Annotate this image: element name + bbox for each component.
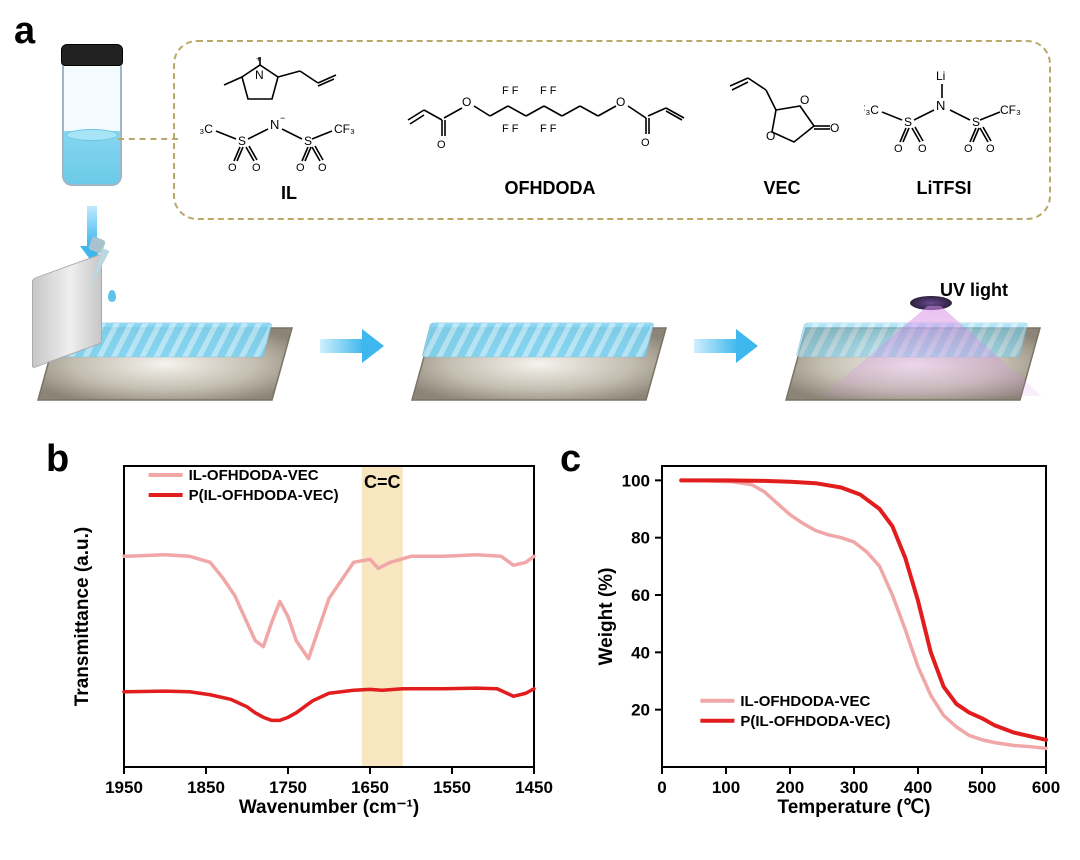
molecule-IL-structure-icon: + N N− S S OO xyxy=(200,57,378,177)
tga-chart-svg: 0 100 200 300 400 500 600 20 40 60 80 100 Temperatur… xyxy=(590,454,1060,819)
vial-cap xyxy=(61,44,123,66)
svg-text:S: S xyxy=(972,115,980,129)
droplet-icon xyxy=(108,290,116,302)
svg-text:O: O xyxy=(918,143,927,155)
callout-connector xyxy=(118,138,178,140)
svg-text:Wavenumber (cm⁻¹): Wavenumber (cm⁻¹) xyxy=(239,797,419,818)
molecule-VEC-label: VEC xyxy=(763,178,800,199)
svg-text:20: 20 xyxy=(631,701,650,720)
panel-a-schematic: + N N− S S OO xyxy=(18,18,1062,428)
svg-text:C=C: C=C xyxy=(364,472,401,492)
svg-text:O: O xyxy=(318,162,327,174)
svg-text:Temperature (℃): Temperature (℃) xyxy=(778,797,931,818)
svg-text:F F: F F xyxy=(540,85,557,97)
molecule-IL-label: IL xyxy=(281,183,297,204)
svg-text:S: S xyxy=(304,134,312,148)
svg-text:0: 0 xyxy=(657,778,666,797)
svg-text:F₃C: F₃C xyxy=(864,103,879,117)
uv-light-label: UV light xyxy=(940,280,1008,301)
svg-text:O: O xyxy=(252,162,261,174)
molecule-LiTFSI-label: LiTFSI xyxy=(917,178,972,199)
svg-text:40: 40 xyxy=(631,643,650,662)
svg-text:O: O xyxy=(766,129,775,143)
molecule-VEC: O O O VEC xyxy=(722,62,842,199)
svg-text:500: 500 xyxy=(968,778,996,797)
molecule-OFHDODA: O O F F F F xyxy=(400,62,700,199)
svg-text:300: 300 xyxy=(840,778,868,797)
molecule-OFHDODA-label: OFHDODA xyxy=(505,178,596,199)
svg-text:O: O xyxy=(296,162,305,174)
svg-text:1850: 1850 xyxy=(187,778,225,797)
process-step-uv-cure: UV light xyxy=(778,284,1058,408)
molecule-LiTFSI: Li N S S O O O O F₃C CF₃ xyxy=(864,62,1024,199)
svg-text:1450: 1450 xyxy=(515,778,553,797)
svg-text:O: O xyxy=(894,143,903,155)
svg-text:S: S xyxy=(904,115,912,129)
svg-text:1550: 1550 xyxy=(433,778,471,797)
coating-film-icon xyxy=(422,323,655,358)
panel-label-a: a xyxy=(14,10,35,53)
svg-text:80: 80 xyxy=(631,529,650,548)
svg-text:O: O xyxy=(830,121,839,135)
process-row: UV light xyxy=(30,266,1058,426)
svg-text:Weight (%): Weight (%) xyxy=(596,568,617,666)
svg-text:O: O xyxy=(641,137,650,149)
svg-text:100: 100 xyxy=(712,778,740,797)
ftir-chart-svg: C=C195018501750165015501450Wavenumber (c… xyxy=(66,454,546,819)
molecule-LiTFSI-structure-icon: Li N S S O O O O F₃C CF₃ xyxy=(864,62,1024,172)
svg-text:IL-OFHDODA-VEC: IL-OFHDODA-VEC xyxy=(189,467,319,484)
coating-film-icon xyxy=(796,323,1029,358)
vial-illustration xyxy=(56,44,128,192)
vial-meniscus xyxy=(66,129,118,141)
svg-text:F F: F F xyxy=(540,123,557,135)
svg-text:100: 100 xyxy=(622,471,650,490)
svg-text:IL-OFHDODA-VEC: IL-OFHDODA-VEC xyxy=(740,693,870,710)
svg-text:CF₃: CF₃ xyxy=(334,122,355,136)
molecule-callout-box: + N N− S S OO xyxy=(173,40,1051,220)
svg-text:+: + xyxy=(256,57,261,64)
svg-text:CF₃: CF₃ xyxy=(1000,103,1021,117)
process-step-coating xyxy=(30,284,300,408)
panel-c-tga-chart: 0 100 200 300 400 500 600 20 40 60 80 100 Temperatur… xyxy=(590,454,1060,819)
svg-text:N: N xyxy=(255,68,264,82)
svg-text:F F: F F xyxy=(502,85,519,97)
svg-text:O: O xyxy=(800,93,809,107)
svg-text:O: O xyxy=(986,143,995,155)
svg-text:1950: 1950 xyxy=(105,778,143,797)
svg-text:N: N xyxy=(936,98,945,113)
svg-text:P(IL-OFHDODA-VEC): P(IL-OFHDODA-VEC) xyxy=(189,487,339,504)
svg-text:P(IL-OFHDODA-VEC): P(IL-OFHDODA-VEC) xyxy=(740,713,890,730)
svg-text:O: O xyxy=(964,143,973,155)
panel-label-c: c xyxy=(560,438,581,481)
flow-arrow-icon xyxy=(694,331,758,361)
panel-b-ftir-chart: C=C195018501750165015501450Wavenumber (c… xyxy=(66,454,546,819)
svg-text:O: O xyxy=(228,162,237,174)
process-step-film xyxy=(404,284,674,408)
uv-lamp-icon xyxy=(910,296,952,310)
svg-text:60: 60 xyxy=(631,586,650,605)
svg-text:Transmittance (a.u.): Transmittance (a.u.) xyxy=(72,527,93,707)
svg-text:N: N xyxy=(270,117,279,132)
svg-text:F₃C: F₃C xyxy=(200,122,213,136)
panel-label-b: b xyxy=(46,438,69,481)
svg-text:Li: Li xyxy=(936,69,945,83)
svg-text:1750: 1750 xyxy=(269,778,307,797)
figure-container: a b c + N xyxy=(8,8,1072,852)
svg-text:O: O xyxy=(462,95,471,109)
svg-text:O: O xyxy=(437,139,446,151)
svg-text:600: 600 xyxy=(1032,778,1060,797)
svg-text:O: O xyxy=(616,95,625,109)
svg-text:400: 400 xyxy=(904,778,932,797)
molecule-OFHDODA-structure-icon: O O F F F F xyxy=(400,62,700,172)
molecule-IL: + N N− S S OO xyxy=(200,57,378,204)
svg-text:1650: 1650 xyxy=(351,778,389,797)
flow-arrow-icon xyxy=(320,331,384,361)
vial-body xyxy=(62,66,122,186)
molecule-VEC-structure-icon: O O O xyxy=(722,62,842,172)
svg-text:S: S xyxy=(238,134,246,148)
svg-text:200: 200 xyxy=(776,778,804,797)
svg-text:F F: F F xyxy=(502,123,519,135)
svg-text:−: − xyxy=(280,113,285,123)
